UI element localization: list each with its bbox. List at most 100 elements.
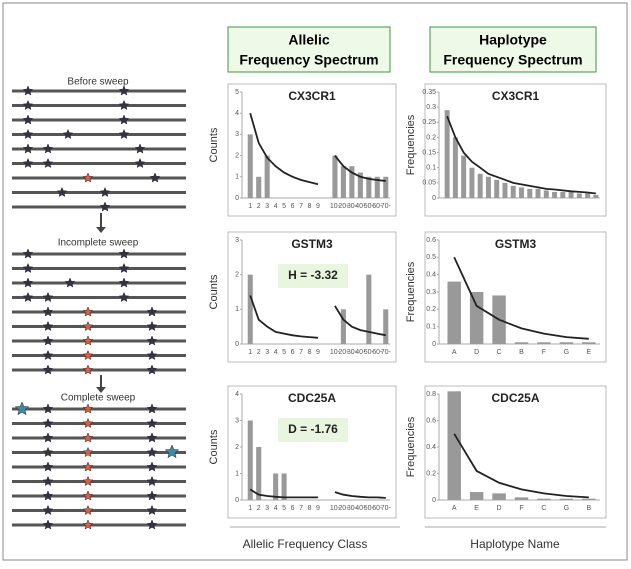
bar	[469, 167, 475, 198]
bar	[582, 342, 596, 344]
star	[146, 461, 158, 472]
y-tick-label: 1	[235, 174, 239, 181]
star	[42, 157, 54, 169]
y-tick-label: 0.15	[422, 149, 436, 156]
star	[146, 320, 158, 332]
arrow-head	[96, 227, 106, 233]
y-tick-label: 1	[235, 470, 239, 477]
x-tick-label: 4	[274, 203, 278, 210]
annotation: H = -3.32	[288, 268, 338, 282]
star	[42, 143, 54, 154]
y-tick-label: 0	[432, 195, 436, 202]
star	[82, 306, 94, 317]
haplotype-line	[12, 523, 186, 527]
y-tick-label: 0.25	[422, 119, 436, 126]
star	[14, 401, 30, 416]
y-tick-label: 3	[235, 237, 239, 244]
star	[146, 504, 158, 516]
haplotype-line	[12, 451, 186, 454]
haplotype-line	[12, 176, 186, 180]
x-tick-label: 6	[291, 203, 295, 210]
star	[42, 320, 54, 332]
x-tick-label: 10-	[330, 505, 341, 512]
haplotype-line	[12, 325, 186, 328]
haplotype-line	[12, 354, 186, 357]
star	[22, 85, 34, 96]
star	[99, 201, 111, 212]
y-tick-label: 0	[235, 341, 239, 348]
x-tick-label: D	[474, 349, 479, 356]
header-box	[429, 26, 597, 73]
expected-line	[453, 433, 589, 499]
haplotype-line	[12, 162, 186, 165]
y-tick-label: 0.1	[426, 165, 436, 172]
star	[82, 349, 94, 361]
haplotype-line	[12, 281, 186, 285]
star	[82, 320, 94, 332]
bar	[543, 190, 549, 198]
bar	[535, 188, 541, 198]
x-tick-label: E	[586, 349, 591, 356]
star	[56, 186, 68, 198]
star	[82, 403, 94, 414]
x-tick-label: 3	[265, 349, 269, 356]
bar	[273, 473, 279, 500]
x-tick-label: 1	[248, 505, 252, 512]
bar	[502, 182, 508, 198]
y-tick-label: 4	[235, 391, 239, 398]
haplotype-line	[12, 118, 186, 122]
x-tick-label: F	[542, 349, 546, 356]
bar	[560, 191, 566, 198]
bar	[383, 176, 389, 198]
y-tick-label: 0.4	[426, 444, 436, 451]
x-tick-label: 30-	[347, 203, 358, 210]
star	[22, 248, 34, 259]
star	[42, 306, 54, 317]
star	[146, 490, 158, 501]
bar	[527, 188, 533, 198]
star	[42, 461, 54, 472]
chart-title: CDC25A	[288, 391, 336, 405]
star	[22, 277, 34, 288]
bar	[256, 176, 262, 198]
star	[64, 277, 76, 288]
x-tick-label: B	[586, 505, 591, 512]
x-tick-label: 20-	[338, 349, 349, 356]
bar	[247, 420, 253, 500]
x-tick-label: 50-	[364, 349, 375, 356]
star	[118, 114, 130, 125]
chart-title: CX3CR1	[288, 89, 336, 103]
x-tick-label: 60-	[372, 203, 383, 210]
bar	[559, 498, 574, 500]
star	[164, 444, 180, 459]
star	[146, 403, 158, 414]
star	[22, 262, 34, 274]
x-tick-label: 30-	[347, 349, 358, 356]
x-tick-label: 8	[308, 349, 312, 356]
expected-line	[334, 491, 386, 499]
bar	[357, 172, 363, 198]
haplotype-line	[12, 296, 186, 299]
expected-line	[249, 295, 319, 339]
y-tick-label: 5	[235, 89, 239, 96]
star	[134, 157, 146, 169]
x-tick-label: 50-	[364, 505, 375, 512]
x-tick-label: 3	[265, 203, 269, 210]
bar	[552, 191, 558, 198]
x-tick-label: 1	[248, 349, 252, 356]
star	[146, 364, 158, 375]
x-tick-label: 7	[299, 505, 303, 512]
bar	[469, 492, 484, 500]
x-tick-label: 10-	[330, 349, 341, 356]
bar	[256, 447, 262, 500]
y-axis-title: Frequencies	[405, 261, 417, 322]
star	[82, 475, 94, 487]
chart-box	[227, 385, 397, 519]
star	[22, 291, 34, 303]
bar	[514, 342, 529, 344]
star	[118, 262, 130, 274]
haplotype-line	[12, 368, 186, 372]
star	[146, 519, 158, 530]
x-tick-label: 6	[291, 349, 295, 356]
diagram-label: Incomplete sweep	[58, 238, 139, 249]
